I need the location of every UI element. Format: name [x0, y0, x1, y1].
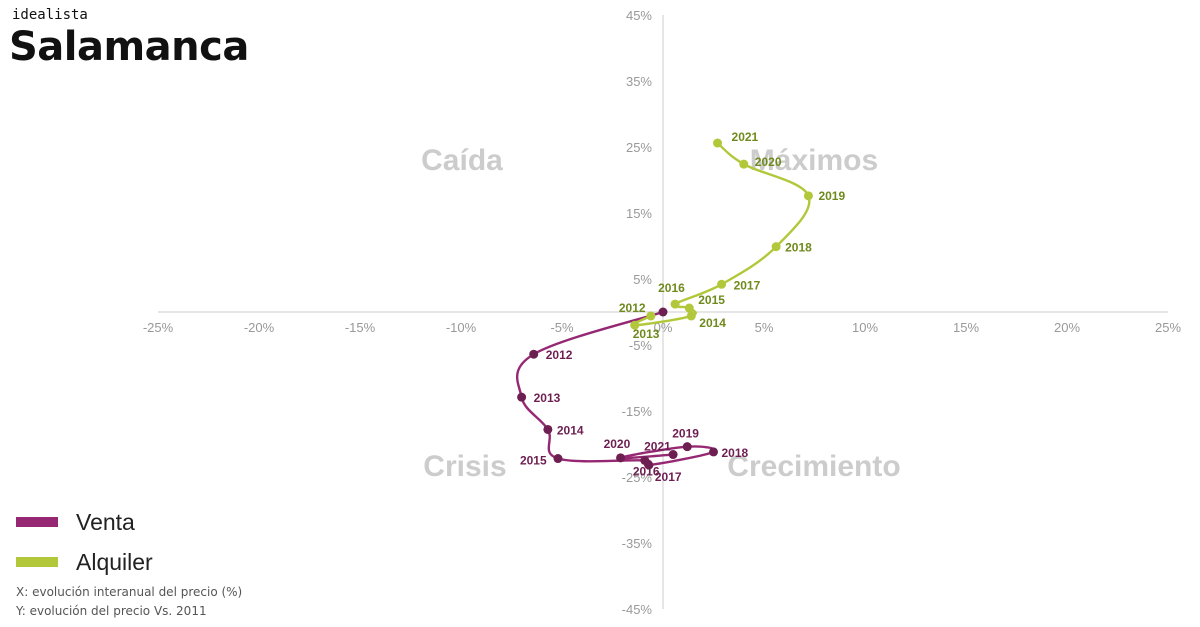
- page-title: Salamanca: [9, 24, 249, 70]
- point-label-alquiler: 2013: [633, 327, 660, 341]
- point-venta: [529, 349, 539, 359]
- legend-swatch-alquiler: [16, 557, 58, 567]
- point-label-venta: 2017: [655, 470, 682, 484]
- x-tick-label: -20%: [244, 320, 275, 335]
- y-tick-label: -5%: [629, 338, 653, 353]
- point-alquiler: [684, 303, 694, 313]
- legend: Venta Alquiler: [16, 502, 153, 582]
- y-tick-label: -45%: [622, 602, 653, 617]
- note-y-axis: Y: evolución del precio Vs. 2011: [16, 604, 207, 618]
- x-tick-label: 10%: [852, 320, 878, 335]
- legend-swatch-venta: [16, 517, 58, 527]
- point-venta: [668, 450, 678, 460]
- point-label-alquiler: 2019: [818, 189, 845, 203]
- x-tick-label: 5%: [755, 320, 774, 335]
- quadrant-label-maximos: Máximos: [750, 144, 878, 177]
- point-label-alquiler: 2020: [755, 155, 782, 169]
- point-venta: [658, 307, 668, 317]
- y-tick-label: 35%: [626, 74, 652, 89]
- note-x-axis: X: evolución interanual del precio (%): [16, 585, 243, 599]
- point-alquiler: [803, 191, 813, 201]
- y-tick-label: -25%: [622, 470, 653, 485]
- point-alquiler: [739, 159, 749, 169]
- point-venta: [644, 460, 654, 470]
- series-line-alquiler: [632, 142, 811, 327]
- brand-logo: idealista: [12, 7, 88, 23]
- x-tick-label: -10%: [446, 320, 477, 335]
- point-alquiler: [686, 311, 696, 321]
- point-label-alquiler: 2017: [734, 278, 761, 292]
- point-label-venta: 2021: [644, 440, 671, 454]
- point-label-alquiler: 2021: [732, 130, 759, 144]
- point-venta: [709, 447, 718, 457]
- x-tick-label: -5%: [550, 320, 574, 335]
- point-alquiler: [771, 242, 781, 252]
- point-label-venta: 2012: [546, 348, 573, 362]
- point-venta: [616, 453, 626, 463]
- y-tick-label: 15%: [626, 206, 652, 221]
- legend-item-alquiler: Alquiler: [16, 542, 153, 582]
- x-tick-label: -15%: [345, 320, 376, 335]
- x-tick-label: 0%: [654, 320, 673, 335]
- quadrant-label-crisis: Crisis: [423, 450, 506, 483]
- point-label-venta: 2015: [520, 454, 547, 468]
- axis-notes: X: evolución interanual del precio (%) Y…: [16, 583, 242, 621]
- point-alquiler: [646, 311, 656, 321]
- point-label-alquiler: 2018: [785, 241, 812, 255]
- x-tick-label: 25%: [1155, 320, 1181, 335]
- legend-label-alquiler: Alquiler: [76, 548, 153, 575]
- point-label-venta: 2014: [557, 423, 584, 437]
- series-line-venta: [515, 310, 717, 467]
- point-alquiler: [717, 279, 727, 289]
- legend-item-venta: Venta: [16, 502, 153, 542]
- quadrant-label-caida: Caída: [421, 144, 503, 177]
- y-tick-label: 45%: [626, 8, 652, 23]
- point-label-alquiler: 2016: [658, 281, 685, 295]
- point-venta: [517, 392, 527, 402]
- point-alquiler: [630, 320, 640, 330]
- point-label-alquiler: 2012: [619, 301, 646, 315]
- x-tick-label: 20%: [1054, 320, 1080, 335]
- point-alquiler: [670, 299, 680, 309]
- point-alquiler: [713, 138, 723, 148]
- point-venta: [553, 454, 563, 464]
- point-label-venta: 2019: [672, 427, 699, 441]
- legend-label-venta: Venta: [76, 508, 135, 535]
- x-tick-label: -25%: [143, 320, 174, 335]
- quadrant-label-crecimiento: Crecimiento: [727, 450, 900, 483]
- point-label-venta: 2016: [633, 465, 660, 479]
- x-tick-label: 15%: [953, 320, 979, 335]
- y-tick-label: -15%: [622, 404, 653, 419]
- y-tick-label: -35%: [622, 536, 653, 551]
- point-venta: [682, 442, 692, 452]
- point-label-alquiler: 2014: [699, 316, 726, 330]
- point-label-venta: 2013: [534, 391, 561, 405]
- point-label-alquiler: 2015: [698, 293, 725, 307]
- point-label-venta: 2018: [722, 446, 749, 460]
- point-venta: [543, 424, 553, 434]
- point-label-venta: 2020: [604, 437, 631, 451]
- y-tick-label: 25%: [626, 140, 652, 155]
- y-tick-label: 5%: [633, 272, 652, 287]
